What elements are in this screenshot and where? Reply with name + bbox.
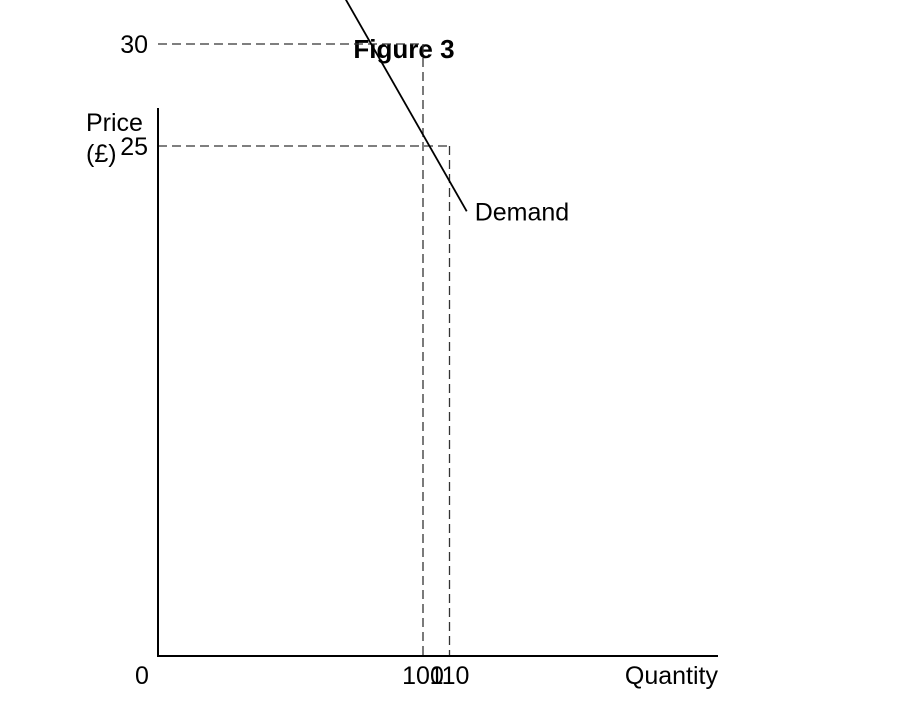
y-tick-label-25: 25	[120, 133, 148, 161]
chart-title: Figure 3	[353, 34, 455, 64]
y-tick-label-30: 30	[120, 31, 148, 59]
origin-label: 0	[135, 662, 149, 690]
y-axis-label-line2: (£)	[86, 140, 117, 168]
demand-line	[345, 0, 468, 212]
x-axis-label: Quantity	[625, 662, 719, 690]
x-tick-label-100: 100	[402, 662, 444, 690]
x-tick-label-110: 110	[430, 662, 470, 690]
y-axis-label-line1: Price	[86, 109, 143, 137]
series-label-demand: Demand	[475, 198, 569, 226]
